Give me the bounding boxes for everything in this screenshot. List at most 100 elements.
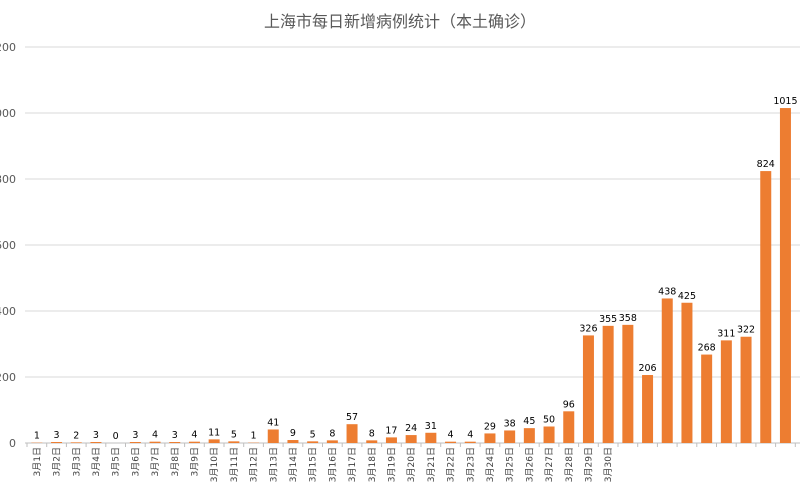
x-tick-label: 3月1日 bbox=[32, 447, 43, 476]
data-label: 3 bbox=[54, 430, 60, 441]
x-tick-label: 3月10日 bbox=[209, 447, 220, 482]
x-tick-label: 3月25日 bbox=[505, 447, 516, 482]
x-tick-label: 3月30日 bbox=[603, 447, 614, 482]
bar bbox=[484, 433, 496, 443]
bar bbox=[523, 428, 535, 443]
data-label: 355 bbox=[599, 314, 617, 325]
data-label: 824 bbox=[757, 159, 775, 170]
x-tick-label: 3月3日 bbox=[71, 447, 82, 476]
x-tick-label: 3月26日 bbox=[524, 447, 535, 482]
y-tick-label: 0 bbox=[9, 437, 16, 450]
data-label: 4 bbox=[191, 430, 197, 441]
data-label: 425 bbox=[678, 291, 696, 302]
data-label: 45 bbox=[523, 416, 535, 427]
x-tick-label: 3月19日 bbox=[386, 447, 397, 482]
data-label: 4 bbox=[467, 430, 473, 441]
data-label: 3 bbox=[93, 430, 99, 441]
bar bbox=[681, 302, 693, 443]
x-tick-label: 3月18日 bbox=[367, 447, 378, 482]
x-tick-label: 3月6日 bbox=[130, 447, 141, 476]
x-tick-label: 3月14日 bbox=[288, 447, 299, 482]
bar bbox=[366, 440, 378, 443]
y-tick-label: 600 bbox=[0, 239, 16, 252]
bar bbox=[563, 411, 575, 443]
bar bbox=[149, 441, 161, 443]
x-tick-label: 3月28日 bbox=[564, 447, 575, 482]
bar bbox=[720, 340, 732, 443]
y-tick-label: 1000 bbox=[0, 107, 16, 120]
data-label: 41 bbox=[267, 417, 279, 428]
data-label: 96 bbox=[563, 399, 575, 410]
x-tick-label: 3月17日 bbox=[347, 447, 358, 482]
bar bbox=[326, 440, 338, 443]
bar bbox=[464, 441, 476, 443]
data-label: 4 bbox=[152, 430, 158, 441]
bar bbox=[602, 325, 614, 443]
data-label: 31 bbox=[425, 421, 437, 432]
data-label: 29 bbox=[484, 421, 496, 432]
y-tick-label: 800 bbox=[0, 173, 16, 186]
y-tick-label: 1200 bbox=[0, 41, 16, 54]
data-label: 38 bbox=[504, 418, 516, 429]
x-tick-label: 3月27日 bbox=[544, 447, 555, 482]
bar bbox=[90, 442, 102, 443]
bar bbox=[661, 298, 673, 443]
data-label: 50 bbox=[543, 415, 555, 426]
x-tick-label: 3月11日 bbox=[229, 447, 240, 482]
data-label: 311 bbox=[717, 328, 735, 339]
bar bbox=[70, 442, 82, 443]
chart-title: 上海市每日新增病例统计（本土确诊） bbox=[263, 12, 536, 31]
x-tick-label: 3月16日 bbox=[327, 447, 338, 482]
bar bbox=[287, 440, 299, 443]
data-label: 326 bbox=[579, 323, 597, 334]
data-label: 5 bbox=[231, 429, 237, 440]
bar bbox=[582, 335, 594, 443]
bar bbox=[346, 424, 358, 443]
data-label: 8 bbox=[369, 428, 375, 439]
bar bbox=[760, 171, 772, 443]
data-label: 4 bbox=[448, 430, 454, 441]
data-label: 57 bbox=[346, 412, 358, 423]
data-label: 0 bbox=[113, 431, 119, 442]
x-tick-label: 3月23日 bbox=[465, 447, 476, 482]
data-label: 438 bbox=[658, 286, 676, 297]
data-label: 1 bbox=[34, 431, 40, 442]
x-tick-label: 3月21日 bbox=[426, 447, 437, 482]
x-tick-label: 3月29日 bbox=[583, 447, 594, 482]
bar bbox=[701, 354, 713, 443]
data-label: 2 bbox=[73, 430, 79, 441]
bar bbox=[385, 437, 397, 443]
x-tick-label: 3月15日 bbox=[308, 447, 319, 482]
x-tick-label: 3月8日 bbox=[170, 447, 181, 476]
bar bbox=[188, 441, 200, 443]
x-tick-label: 3月22日 bbox=[446, 447, 457, 482]
x-tick-label: 3月24日 bbox=[485, 447, 496, 482]
bar bbox=[405, 435, 417, 443]
data-label: 3 bbox=[172, 430, 178, 441]
data-label: 8 bbox=[329, 428, 335, 439]
bar bbox=[267, 429, 279, 443]
bar bbox=[307, 441, 319, 443]
x-tick-label: 3月13日 bbox=[268, 447, 279, 482]
bar bbox=[228, 441, 240, 443]
bar bbox=[169, 442, 181, 443]
x-tick-label: 3月12日 bbox=[249, 447, 260, 482]
data-label: 11 bbox=[208, 427, 220, 438]
bar bbox=[445, 441, 457, 443]
data-label: 1015 bbox=[773, 96, 797, 107]
x-tick-label: 3月4日 bbox=[91, 447, 102, 476]
bar bbox=[642, 375, 654, 443]
bar bbox=[51, 442, 63, 443]
bar bbox=[622, 324, 634, 443]
data-label: 358 bbox=[619, 313, 637, 324]
bar bbox=[543, 426, 555, 443]
y-tick-label: 200 bbox=[0, 371, 16, 384]
bar bbox=[425, 432, 437, 443]
data-label: 9 bbox=[290, 428, 296, 439]
y-tick-label: 400 bbox=[0, 305, 16, 318]
data-label: 3 bbox=[132, 430, 138, 441]
x-tick-label: 3月2日 bbox=[52, 447, 63, 476]
data-label: 1 bbox=[251, 431, 257, 442]
